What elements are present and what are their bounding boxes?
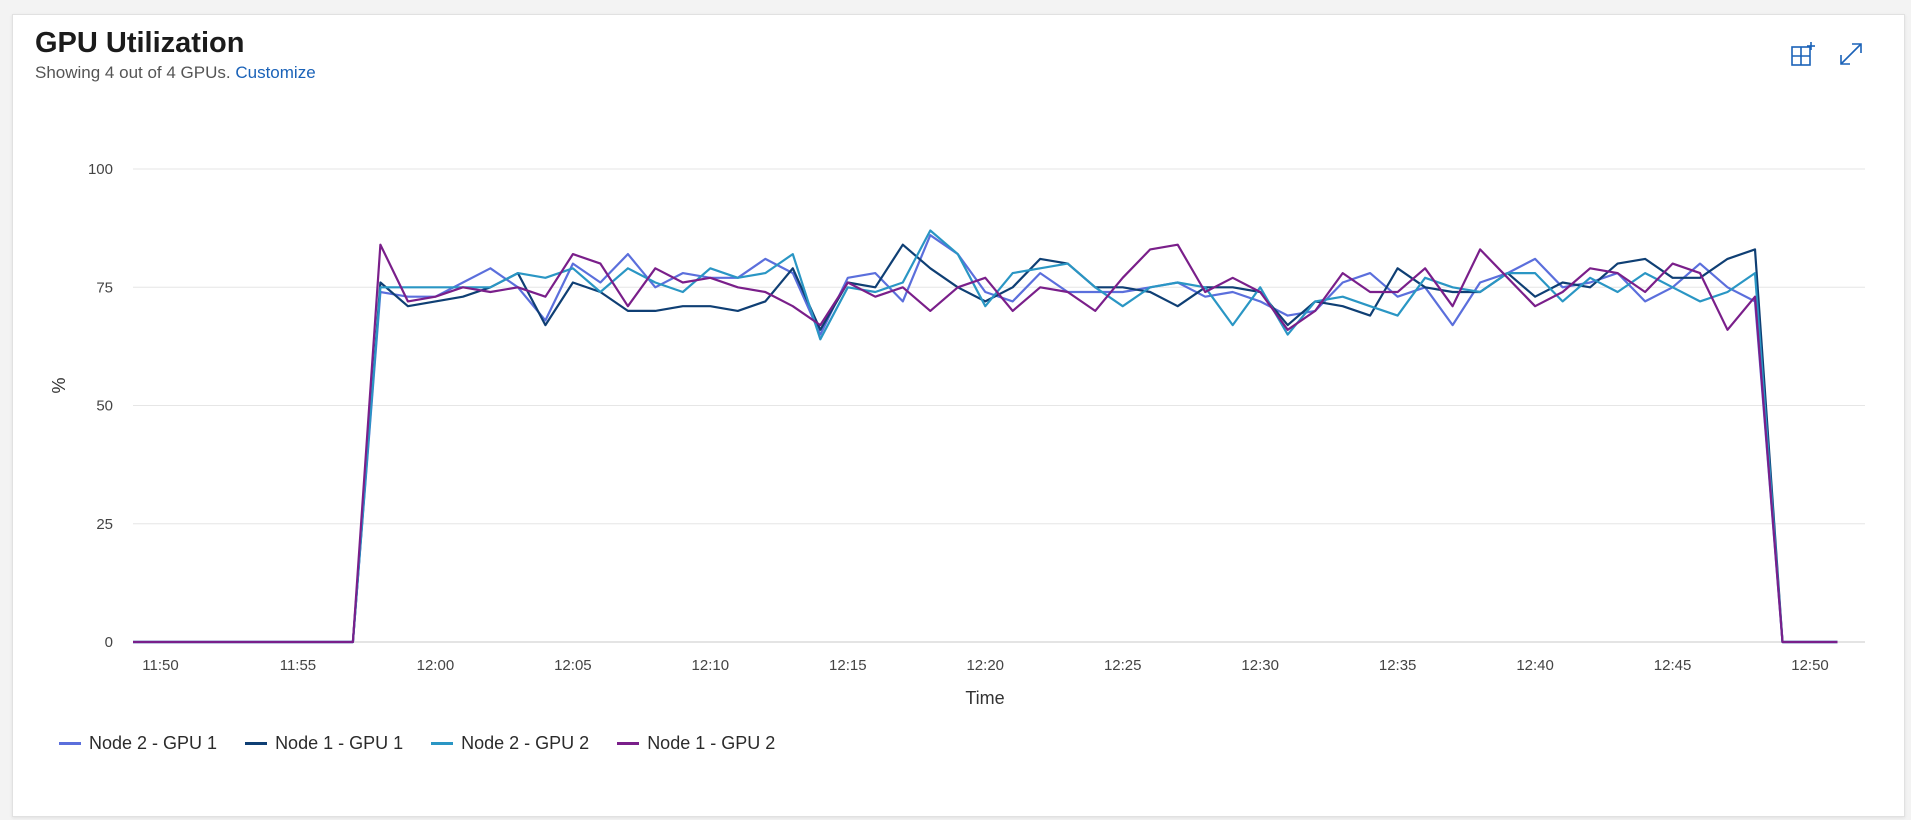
pin-to-dashboard-icon <box>1791 42 1815 66</box>
chart-subtitle: Showing 4 out of 4 GPUs. Customize <box>35 63 316 83</box>
gpu-utilization-card: 0 25 50 75 100 11:50 11:55 12:00 12:05 12:10 12:15… <box>12 14 1905 817</box>
legend-swatch <box>617 742 640 745</box>
legend-label: Node 1 - GPU 1 <box>275 733 404 753</box>
y-tick-label: 50 <box>96 398 113 415</box>
x-tick-label: 12:40 <box>1516 657 1554 674</box>
x-tick-label: 12:45 <box>1654 657 1692 674</box>
legend-swatch <box>431 742 454 745</box>
chart-title: GPU Utilization <box>35 27 245 59</box>
legend-item-1[interactable]: Node 2 - GPU 1 <box>59 733 217 754</box>
y-axis-label: % <box>49 377 69 393</box>
legend-label: Node 1 - GPU 2 <box>647 733 776 753</box>
y-tick-label: 25 <box>96 516 113 533</box>
gpu-utilization-chart: 0 25 50 75 100 11:50 11:55 12:00 12:05 12:10 12:15… <box>49 161 1865 708</box>
expand-icon <box>1840 43 1862 65</box>
series-line-4 <box>133 243 1838 644</box>
x-axis-label: Time <box>965 688 1004 708</box>
x-tick-label: 12:50 <box>1791 657 1829 674</box>
y-tick-label: 75 <box>96 279 113 296</box>
x-tick-label: 12:15 <box>829 657 867 674</box>
x-tick-label: 12:05 <box>554 657 592 674</box>
x-tick-label: 12:25 <box>1104 657 1142 674</box>
series-line-3 <box>133 229 1838 644</box>
x-tick-label: 12:35 <box>1379 657 1417 674</box>
legend-item-2[interactable]: Node 1 - GPU 1 <box>245 733 403 754</box>
legend-item-3[interactable]: Node 2 - GPU 2 <box>431 733 589 754</box>
x-tick-label: 12:00 <box>417 657 455 674</box>
legend-swatch <box>59 742 81 745</box>
gpu-count-text: Showing 4 out of 4 GPUs. <box>35 63 231 82</box>
customize-link[interactable]: Customize <box>235 63 316 82</box>
expand-button[interactable] <box>1834 37 1868 71</box>
x-tick-label: 11:50 <box>142 657 178 674</box>
chart-legend: Node 2 - GPU 1 Node 1 - GPU 1 Node 2 - GPU… <box>59 733 775 754</box>
y-tick-label: 0 <box>105 634 113 651</box>
legend-item-4[interactable]: Node 1 - GPU 2 <box>617 733 775 754</box>
x-tick-label: 12:20 <box>966 657 1004 674</box>
legend-label: Node 2 - GPU 2 <box>461 733 590 753</box>
legend-label: Node 2 - GPU 1 <box>89 733 218 753</box>
pin-to-dashboard-button[interactable] <box>1786 37 1820 71</box>
series-line-1 <box>133 234 1838 644</box>
x-tick-label: 11:55 <box>280 657 316 674</box>
legend-swatch <box>245 742 268 745</box>
x-tick-label: 12:30 <box>1241 657 1279 674</box>
y-tick-label: 100 <box>88 161 113 178</box>
x-tick-label: 12:10 <box>692 657 730 674</box>
